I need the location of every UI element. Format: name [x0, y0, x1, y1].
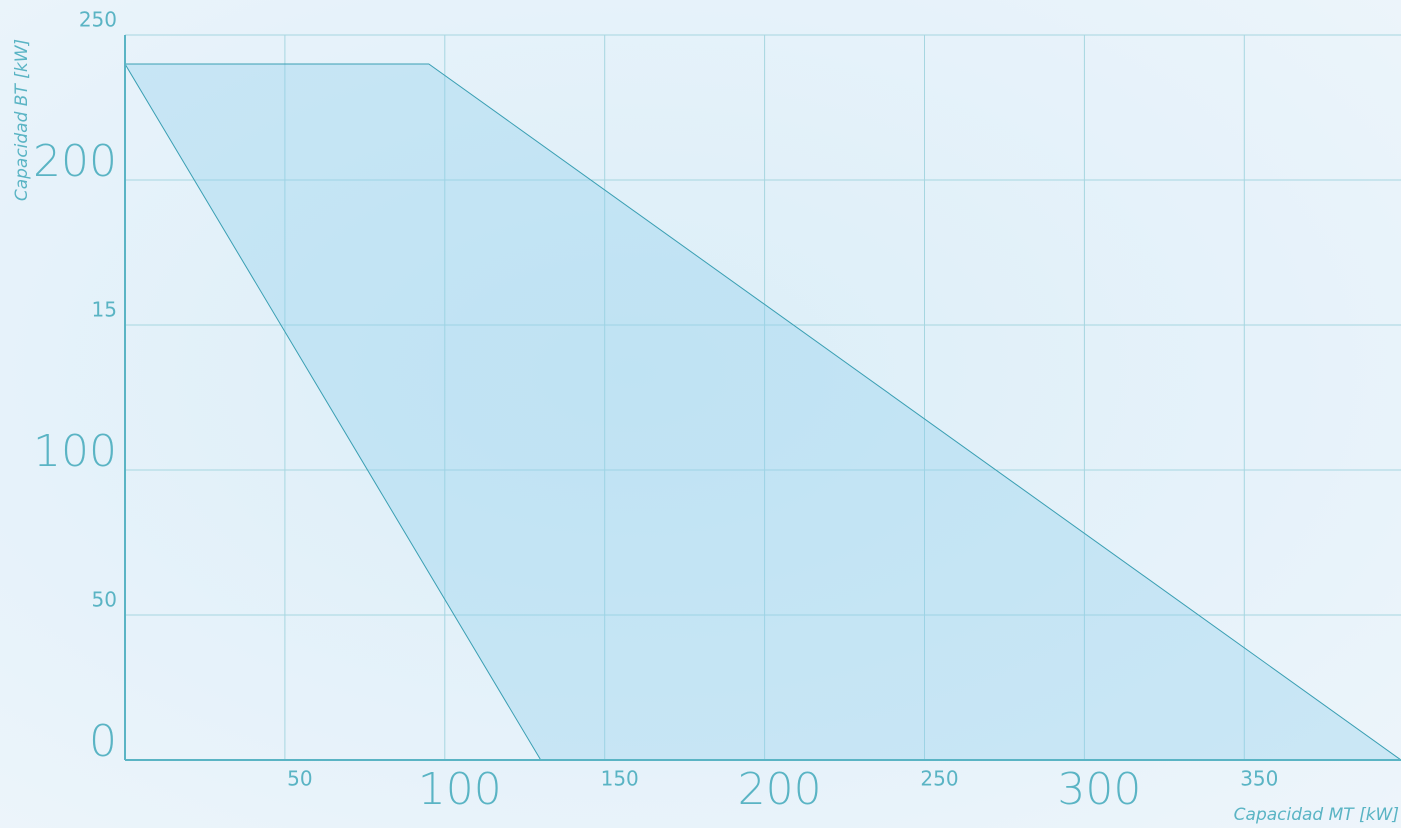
y-tick-label: 0 [89, 716, 117, 767]
x-tick-label: 300 [1057, 764, 1141, 815]
x-tick-label: 200 [738, 764, 822, 815]
x-tick-label: 100 [418, 764, 502, 815]
y-tick-label: 200 [33, 136, 117, 187]
x-tick-label: 150 [601, 767, 639, 791]
x-tick-label: 250 [920, 767, 958, 791]
y-tick-label: 100 [33, 426, 117, 477]
x-tick-label: 350 [1240, 767, 1278, 791]
y-tick-label: 15 [92, 298, 117, 322]
y-tick-label: 50 [92, 588, 117, 612]
area [124, 63, 1401, 761]
y-tick-label: 250 [79, 8, 117, 32]
x-axis-title: Capacidad MT [kW] [1234, 805, 1399, 825]
y-axis-title: Capacidad BT [kW] [12, 39, 32, 201]
x-tick-label: 50 [287, 767, 312, 791]
